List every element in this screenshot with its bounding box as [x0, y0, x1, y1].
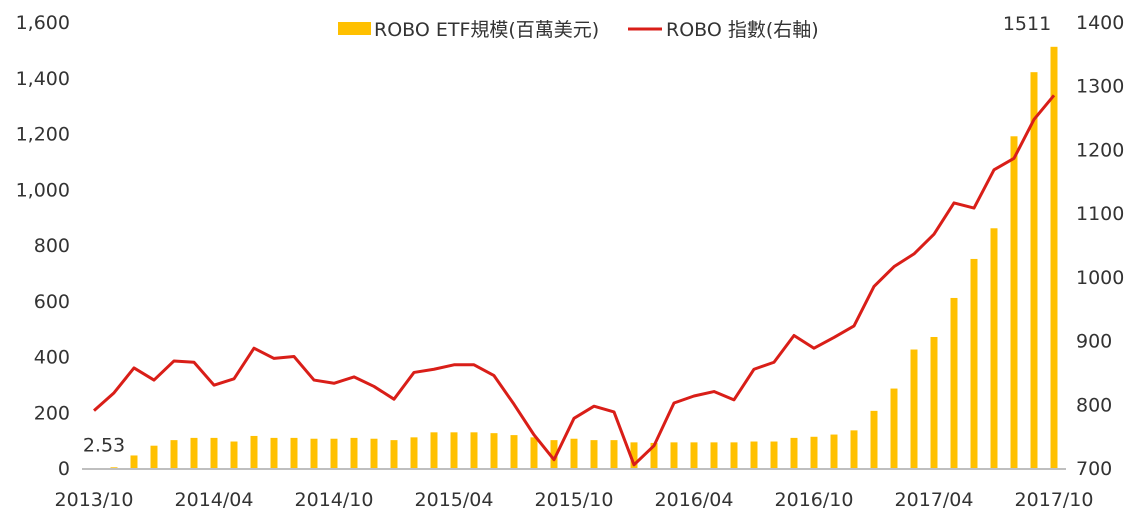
data-labels: 2.53 1511 — [83, 13, 1051, 456]
bar-2016/10 — [810, 436, 818, 468]
bar-2017/02 — [890, 388, 898, 468]
bar-2014/12 — [370, 438, 378, 468]
y-left-tick-label: 200 — [34, 402, 70, 424]
bar-2015/08 — [530, 437, 538, 468]
bar-2017/06 — [970, 258, 978, 468]
bar-2014/03 — [190, 437, 198, 468]
bar-2017/10 — [1050, 46, 1058, 469]
y-right-tick-label: 1300 — [1076, 76, 1124, 98]
line-series — [93, 94, 1056, 467]
bar-2015/10 — [570, 438, 578, 468]
bar-2014/06 — [250, 435, 258, 468]
legend-label-line: ROBO 指數(右軸) — [666, 19, 819, 41]
bar-2016/05 — [710, 442, 718, 468]
y-right-tick-label: 1100 — [1076, 203, 1124, 225]
bar-2015/11 — [590, 440, 598, 469]
bar-2017/03 — [910, 349, 918, 468]
bar-2016/01 — [630, 442, 638, 468]
bar-2014/01 — [150, 445, 158, 468]
legend-label-bar: ROBO ETF規模(百萬美元) — [374, 19, 599, 41]
bar-2015/12 — [610, 440, 618, 469]
y-right-tick-label: 1400 — [1076, 12, 1124, 34]
bar-2015/07 — [510, 435, 518, 468]
bar-2017/05 — [950, 297, 958, 468]
bar-2013/11 — [110, 467, 118, 468]
y-left-tick-label: 1,000 — [16, 179, 70, 201]
bar-2014/08 — [290, 437, 298, 468]
bar-2014/05 — [230, 441, 238, 468]
bar-2015/09 — [550, 440, 558, 469]
y-left-tick-label: 1,200 — [16, 124, 70, 146]
line-robo-index — [93, 94, 1056, 467]
legend: ROBO ETF規模(百萬美元) ROBO 指數(右軸) — [338, 19, 819, 41]
bar-2015/05 — [470, 432, 478, 468]
bar-2016/06 — [730, 442, 738, 468]
bar-2016/02 — [650, 442, 658, 468]
legend-swatch-bar — [338, 22, 371, 35]
bar-2015/01 — [390, 440, 398, 469]
x-tick-label: 2016/04 — [655, 489, 734, 511]
y-right-tick-label: 1200 — [1076, 139, 1124, 161]
x-tick-label: 2014/04 — [175, 489, 254, 511]
y-right-tick-label: 1000 — [1076, 267, 1124, 289]
x-tick-label: 2015/04 — [415, 489, 494, 511]
y-left-tick-label: 800 — [34, 235, 70, 257]
bar-2017/01 — [870, 410, 878, 468]
data-label: 2.53 — [83, 434, 125, 456]
bar-2017/09 — [1030, 72, 1038, 469]
bar-2016/08 — [770, 441, 778, 468]
data-label: 1511 — [1003, 13, 1051, 35]
x-tick-label: 2017/04 — [895, 489, 974, 511]
bar-2016/11 — [830, 434, 838, 468]
x-tick-label: 2015/10 — [535, 489, 614, 511]
x-tick-label: 2013/10 — [55, 489, 134, 511]
x-tick-label: 2016/10 — [775, 489, 854, 511]
x-tick-label: 2017/10 — [1015, 489, 1094, 511]
bar-2017/08 — [1010, 136, 1018, 469]
bar-2015/04 — [450, 432, 458, 468]
bar-2016/12 — [850, 430, 858, 468]
bar-2016/07 — [750, 441, 758, 468]
y-left-tick-label: 0 — [58, 458, 70, 480]
bar-2014/09 — [310, 438, 318, 468]
bar-2016/09 — [790, 437, 798, 468]
y-left-tick-label: 400 — [34, 347, 70, 369]
bar-2017/04 — [930, 336, 938, 468]
y-left-tick-label: 1,600 — [16, 12, 70, 34]
axes: 0 200 400 600 800 1,000 1,200 1,400 1,600 700 800 9… — [16, 12, 1125, 511]
bar-2014/10 — [330, 438, 338, 468]
y-left-tick-label: 600 — [34, 291, 70, 313]
y-right-tick-label: 700 — [1076, 458, 1112, 480]
y-right-tick-label: 900 — [1076, 331, 1112, 353]
bar-2014/07 — [270, 437, 278, 468]
bar-2014/02 — [170, 440, 178, 469]
bar-2015/06 — [490, 433, 498, 468]
bar-2017/07 — [990, 228, 998, 468]
bar-series — [110, 46, 1058, 469]
bar-2016/03 — [670, 442, 678, 468]
x-tick-label: 2014/10 — [295, 489, 374, 511]
y-left-tick-label: 1,400 — [16, 68, 70, 90]
bar-2015/02 — [410, 437, 418, 468]
bar-2013/12 — [130, 455, 138, 468]
bar-2014/11 — [350, 437, 358, 468]
bar-2014/04 — [210, 437, 218, 468]
bar-2016/04 — [690, 442, 698, 468]
y-right-tick-label: 800 — [1076, 394, 1112, 416]
bar-2015/03 — [430, 432, 438, 468]
